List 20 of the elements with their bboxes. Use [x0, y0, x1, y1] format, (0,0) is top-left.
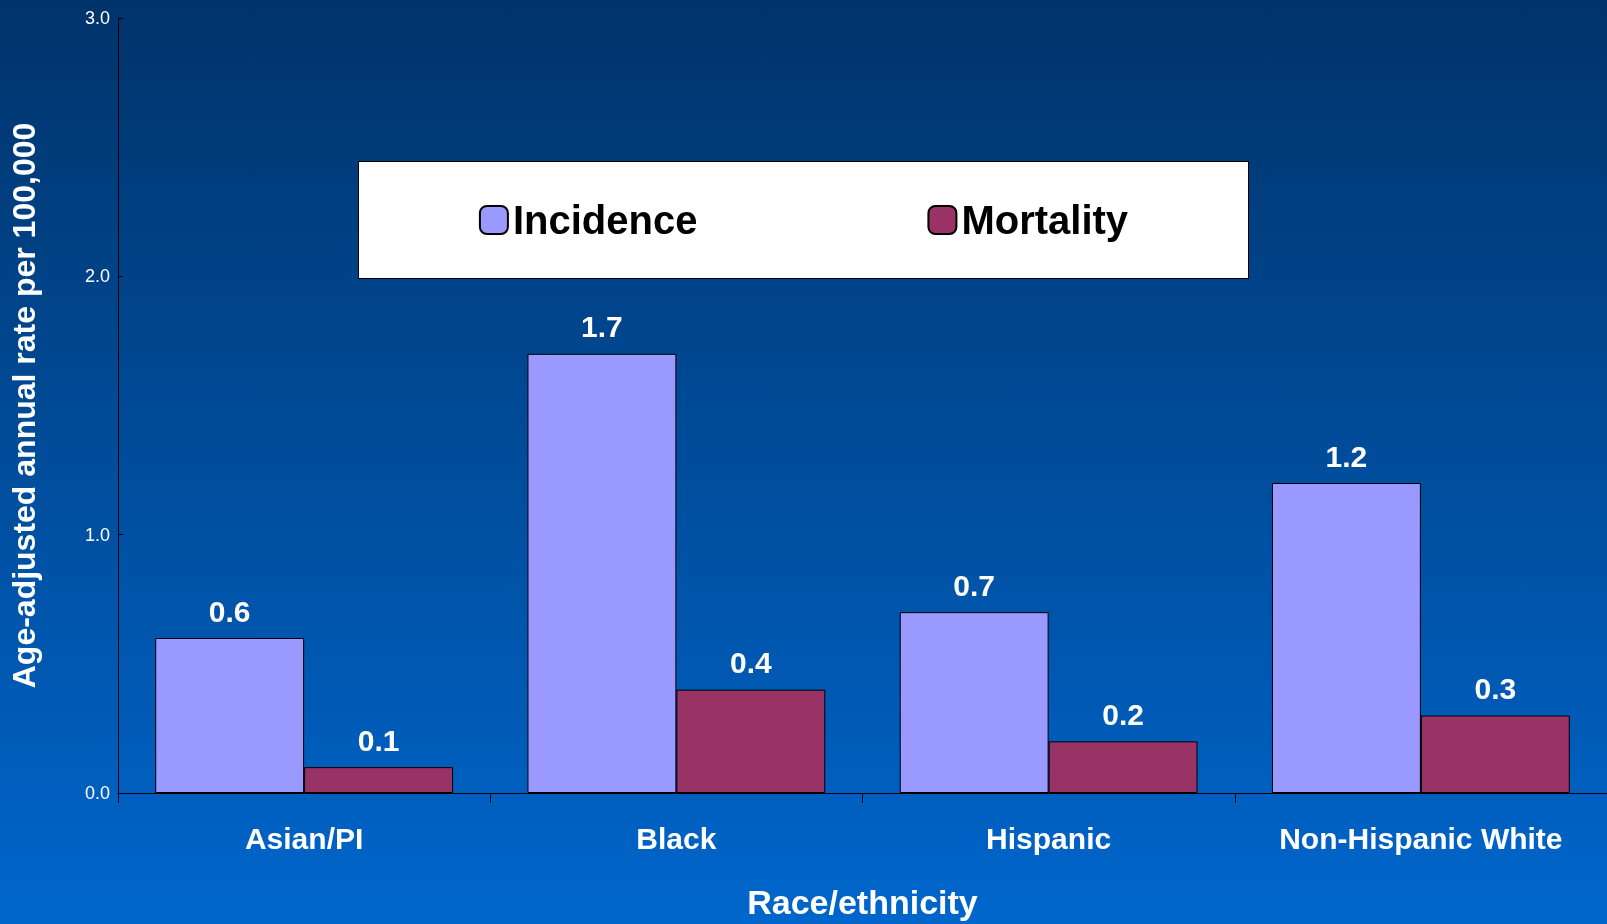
- data-label: 1.2: [1325, 439, 1368, 473]
- x-tick-label: Asian/PI: [244, 821, 364, 855]
- data-label: 0.6: [208, 594, 251, 628]
- y-tick-label: 1.0: [84, 524, 110, 545]
- y-tick-label: 3.0: [84, 8, 110, 28]
- y-axis-title: Age-adjusted annual rate per 100,000: [6, 122, 42, 689]
- legend-label: Incidence: [512, 198, 698, 242]
- legend-label: Mortality: [961, 198, 1129, 242]
- x-axis-title: Race/ethnicity: [747, 883, 978, 921]
- x-tick-label: Non-Hispanic White: [1279, 821, 1563, 855]
- data-label: 0.3: [1474, 672, 1517, 705]
- data-label: 0.7: [953, 568, 996, 602]
- data-label: 1.7: [581, 310, 623, 344]
- data-label: 0.4: [729, 646, 772, 680]
- data-label: 0.1: [357, 723, 400, 757]
- data-label: 0.2: [1102, 697, 1144, 731]
- y-tick-label: 0.0: [84, 783, 110, 803]
- x-tick-label: Hispanic: [986, 821, 1112, 855]
- x-tick-label: Black: [636, 821, 717, 855]
- y-tick-label: 2.0: [84, 266, 110, 287]
